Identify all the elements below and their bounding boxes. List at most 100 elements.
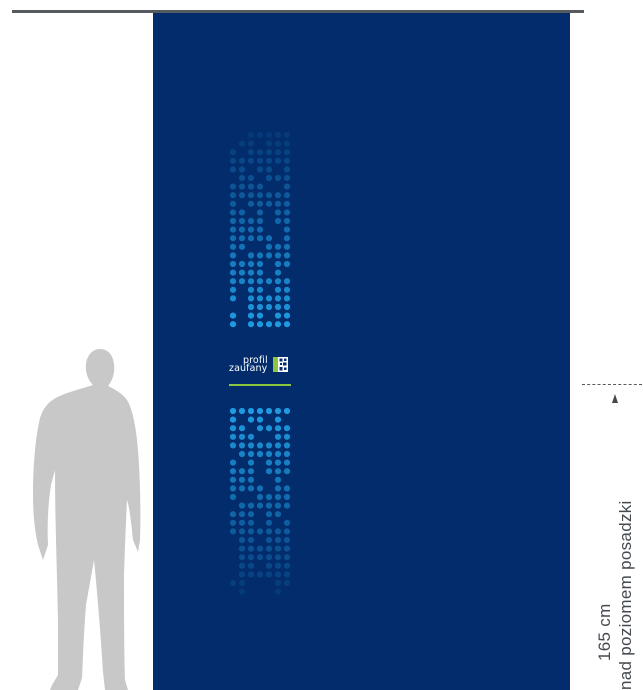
- pattern-dot: [274, 200, 282, 207]
- pattern-dot: [283, 321, 291, 328]
- pattern-dot: [265, 528, 273, 535]
- pattern-dot: [274, 485, 282, 492]
- pattern-dot: [283, 260, 291, 268]
- pattern-dot: [229, 226, 237, 233]
- pattern-dot: [229, 192, 237, 199]
- logo-word-bottom: zaufany: [229, 363, 268, 374]
- pattern-dot: [238, 278, 246, 285]
- pattern-dot: [283, 200, 291, 207]
- pattern-dot: [283, 183, 291, 190]
- pattern-dot: [247, 545, 255, 552]
- pattern-dot: [247, 459, 255, 466]
- pattern-dot: [247, 502, 255, 509]
- pattern-dot: [256, 295, 264, 302]
- pattern-dot: [229, 166, 237, 173]
- pattern-dot: [256, 269, 264, 276]
- pattern-dot: [256, 209, 264, 216]
- pattern-dot: [274, 511, 282, 518]
- pattern-dot: [256, 528, 264, 535]
- pattern-dot: [265, 425, 273, 432]
- pattern-dot: [238, 269, 246, 276]
- pattern-dot: [247, 174, 255, 182]
- pattern-dot: [283, 425, 291, 432]
- pattern-dot: [274, 269, 282, 276]
- pattern-dot: [256, 450, 264, 458]
- pattern-dot: [274, 303, 282, 311]
- pattern-dot: [256, 425, 264, 432]
- pattern-dot: [238, 243, 246, 250]
- pattern-dot: [238, 571, 246, 578]
- pattern-dot: [283, 209, 291, 216]
- pattern-dot: [247, 450, 255, 458]
- pattern-dot: [265, 166, 273, 173]
- pattern-dot: [229, 459, 237, 466]
- pattern-dot: [256, 183, 264, 190]
- pattern-dot: [256, 286, 264, 293]
- pattern-dot: [283, 278, 291, 285]
- pattern-dot: [229, 493, 237, 501]
- pattern-dot: [229, 312, 237, 319]
- pattern-dot: [238, 562, 246, 569]
- pattern-dot: [238, 528, 246, 535]
- pattern-dot: [238, 450, 246, 458]
- pattern-dot: [274, 149, 282, 156]
- pattern-dot: [256, 571, 264, 578]
- pattern-dot: [283, 442, 291, 449]
- pattern-dot: [265, 321, 273, 328]
- pattern-dot: [229, 243, 237, 250]
- pattern-dot: [247, 278, 255, 285]
- pattern-dot: [283, 174, 291, 182]
- pattern-dot: [283, 485, 291, 492]
- pattern-dot: [238, 209, 246, 216]
- pattern-dot: [274, 579, 282, 587]
- pattern-dot: [283, 407, 291, 415]
- pattern-dot: [265, 174, 273, 182]
- pattern-dot: [274, 174, 282, 182]
- pattern-dot: [283, 502, 291, 509]
- pattern-dot: [256, 226, 264, 233]
- pattern-dot: [283, 536, 291, 544]
- pattern-dot: [238, 140, 246, 147]
- pattern-dot: [265, 407, 273, 415]
- pattern-dot: [238, 579, 246, 587]
- pattern-dot: [283, 157, 291, 164]
- pattern-dot: [229, 485, 237, 492]
- pattern-dot: [274, 243, 282, 250]
- pattern-dot: [265, 252, 273, 259]
- pattern-dot: [283, 554, 291, 561]
- pattern-dot: [274, 545, 282, 552]
- pattern-dot: [247, 303, 255, 311]
- pattern-dot: [238, 536, 246, 544]
- pattern-dot: [274, 217, 282, 225]
- pattern-dot: [256, 545, 264, 552]
- pattern-dot: [247, 252, 255, 259]
- pattern-dot: [283, 545, 291, 552]
- pattern-dot: [283, 433, 291, 440]
- pattern-dot: [256, 502, 264, 509]
- pattern-dot: [265, 149, 273, 156]
- qr-code-icon: [273, 357, 288, 372]
- pattern-dot: [238, 511, 246, 518]
- pattern-dot: [247, 519, 255, 526]
- pattern-dot: [265, 131, 273, 139]
- pattern-dot: [238, 554, 246, 561]
- pattern-dot: [274, 192, 282, 199]
- pattern-dot: [238, 433, 246, 440]
- pattern-dot: [283, 131, 291, 139]
- pattern-dot: [229, 217, 237, 225]
- pattern-dot: [229, 209, 237, 216]
- pattern-dot: [274, 252, 282, 259]
- pattern-dot: [274, 562, 282, 569]
- logo-underline: [229, 384, 291, 386]
- pattern-dot: [247, 140, 255, 147]
- pattern-dot: [283, 226, 291, 233]
- pattern-dot: [256, 312, 264, 319]
- pattern-dot: [247, 485, 255, 492]
- pattern-dot: [229, 157, 237, 164]
- pattern-dot: [247, 226, 255, 233]
- pattern-dot: [283, 579, 291, 587]
- pattern-dot: [256, 416, 264, 423]
- pattern-dot: [229, 183, 237, 190]
- pattern-dot: [256, 200, 264, 207]
